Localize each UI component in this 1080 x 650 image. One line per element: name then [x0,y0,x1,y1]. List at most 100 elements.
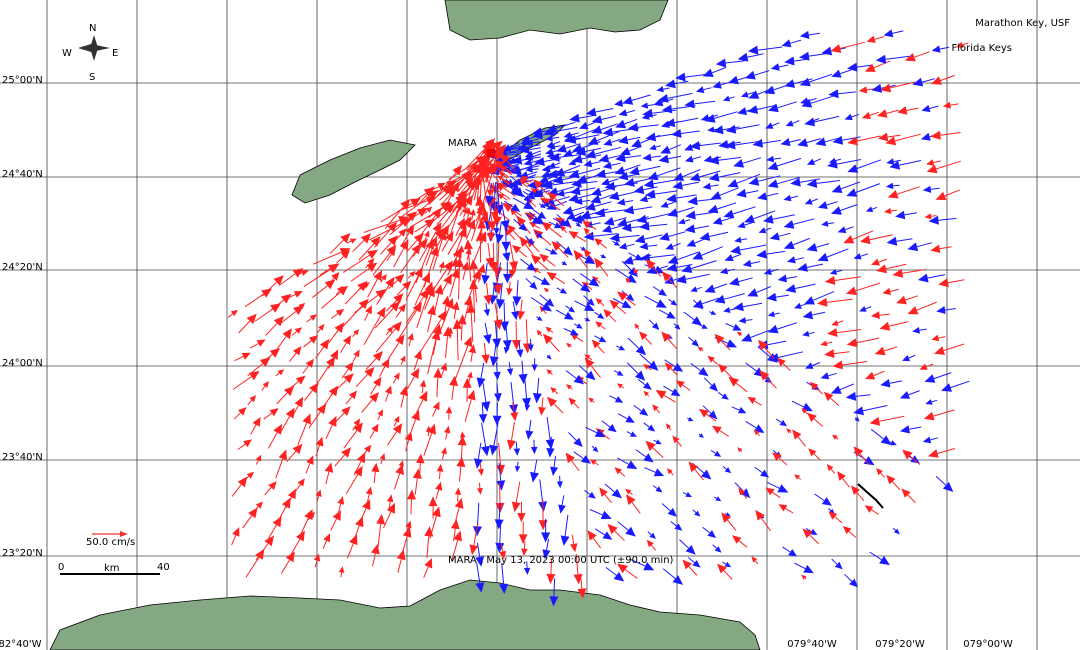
vector-shaft [594,335,601,340]
vector-shaft [600,254,603,257]
vector-head [246,471,254,479]
vector-head [369,392,379,403]
vector-head [516,310,526,321]
vector-head [432,222,442,234]
vector-head [399,239,409,251]
vector-head [625,415,635,423]
vector-head [685,491,692,498]
vector-head [622,256,634,265]
vector-head [328,385,339,397]
vector-shaft [429,235,438,246]
vector-head [261,288,272,298]
vector-shaft [838,91,856,95]
vector-head [675,72,686,82]
vector-head [499,583,508,594]
vector-head [616,370,624,376]
vector-head [864,63,876,72]
vector-head [871,83,883,93]
vector-head [831,69,842,78]
vector-shaft [892,481,901,491]
vector-head [594,257,604,269]
vector-head [805,362,814,369]
vector-head [549,596,559,607]
vector-shaft [363,219,400,233]
vector-shaft [892,30,904,34]
vector-shaft [518,340,521,350]
vector-head [670,388,681,397]
vector-shaft [630,559,646,567]
vector-head [591,115,603,124]
vector-head [585,317,591,322]
vector-head [527,344,534,352]
vector-head [510,185,522,195]
vector-shaft [571,534,575,544]
vector-head [337,285,348,296]
vector-head [701,323,708,329]
vector-head [588,491,596,499]
vector-head [366,262,378,272]
vector-head [728,376,739,387]
vector-head [262,381,269,388]
vector-head [934,346,945,355]
vector-shaft [612,298,624,305]
vector-head [530,446,538,455]
vector-head [660,145,671,154]
vector-head [493,267,503,278]
vector-shaft [605,170,620,175]
vector-head [723,307,731,313]
vector-head [880,435,892,446]
vector-head [737,221,746,229]
vector-shaft [939,246,952,250]
vector-head [342,335,352,345]
vector-head [806,158,816,165]
vector-shaft [810,94,837,104]
vector-head [469,208,476,216]
vector-head [497,175,504,181]
vector-shaft [619,234,640,239]
vector-head [672,362,684,372]
vector-head [475,582,485,593]
vector-shaft [692,509,697,513]
lat-label: 25°00'N [2,75,43,86]
vector-head [799,77,811,87]
vector-shaft [556,287,562,291]
vector-head [462,206,468,214]
vector-head [450,519,460,530]
vector-head [831,184,843,193]
vector-head [487,220,497,232]
vector-shaft [694,238,705,244]
vector-shaft [714,496,717,499]
vector-shaft [471,210,482,242]
vector-head [526,262,537,272]
vector-head [568,159,577,166]
vector-shaft [436,377,439,398]
vector-shaft [518,250,528,258]
vector-head [436,463,444,472]
vector-shaft [880,472,885,478]
vector-head [737,52,749,62]
vector-head [496,480,506,491]
vector-head [268,481,277,490]
vector-shaft [921,78,935,83]
vector-head [721,393,729,400]
vector-head [546,573,556,584]
vector-head [588,397,594,403]
vector-head [707,126,715,133]
vector-head [318,323,325,331]
vector-head [445,185,456,196]
vector-shaft [238,320,251,334]
vector-head [628,166,640,176]
vector-head [537,316,543,321]
vector-shaft [869,111,880,116]
vector-shaft [716,202,737,210]
vector-shaft [926,363,934,368]
vector-head [434,228,444,239]
vector-shaft [405,275,419,301]
vector-head [714,294,726,304]
vector-head [552,175,564,185]
vector-head [803,564,814,574]
vector-shaft [735,124,760,130]
vector-shaft [369,430,375,439]
vector-shaft [873,60,891,69]
vector-head [539,253,549,263]
